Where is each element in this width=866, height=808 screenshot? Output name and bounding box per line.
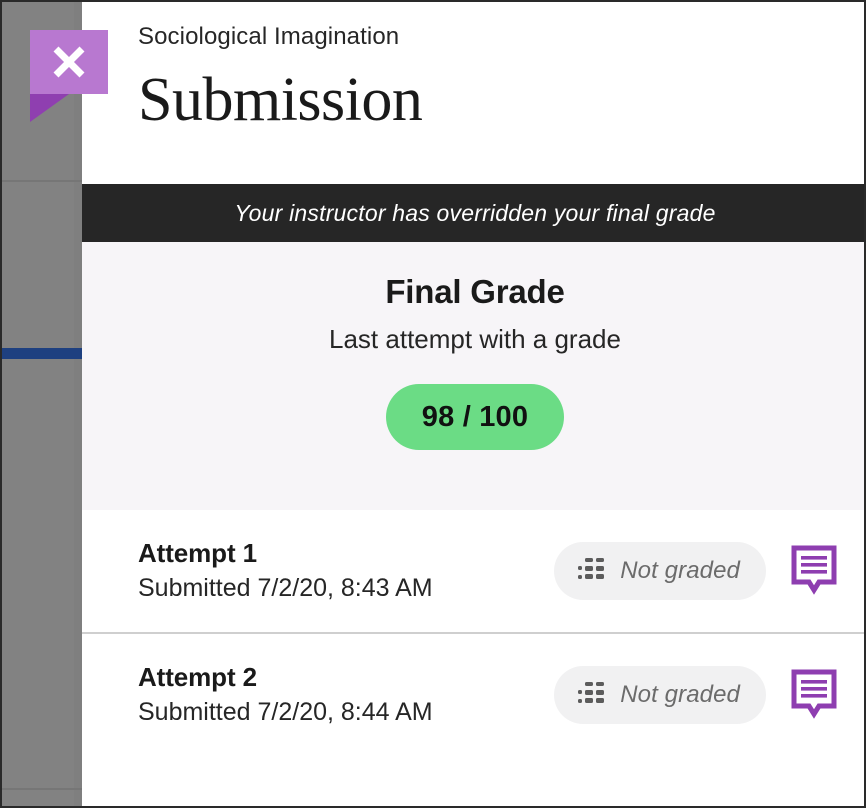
submission-panel: Sociological Imagination Submission Your…: [82, 2, 864, 806]
background-page-surface: [2, 2, 74, 806]
comment-bubble-icon: [791, 669, 837, 722]
attempt-info: Attempt 2 Submitted 7/2/20, 8:44 AM: [138, 660, 554, 730]
final-grade-subtitle: Last attempt with a grade: [329, 324, 621, 354]
rubric-grid-icon: [576, 554, 606, 589]
attempt-comment-button[interactable]: [788, 543, 840, 599]
final-grade-title: Final Grade: [385, 273, 565, 310]
comment-bubble-icon: [791, 545, 837, 598]
grade-override-banner: Your instructor has overridden your fina…: [82, 184, 864, 242]
page-title: Submission: [138, 66, 423, 134]
attempt-status-badge[interactable]: Not graded: [554, 666, 766, 724]
attempt-info: Attempt 1 Submitted 7/2/20, 8:43 AM: [138, 536, 554, 606]
grade-override-message: Your instructor has overridden your fina…: [234, 199, 716, 226]
attempt-submitted-timestamp: Submitted 7/2/20, 8:44 AM: [138, 698, 433, 726]
panel-header: Sociological Imagination Submission: [82, 2, 864, 184]
background-page: [2, 2, 84, 806]
attempt-status-label: Not graded: [620, 681, 740, 708]
background-accent-bar: [2, 348, 84, 359]
rubric-grid-icon: [576, 678, 606, 713]
final-grade-section: Final Grade Last attempt with a grade 98…: [82, 242, 864, 510]
attempt-title: Attempt 2: [138, 662, 257, 692]
close-button[interactable]: [30, 30, 108, 122]
background-divider-bottom: [2, 788, 84, 790]
attempt-status-badge[interactable]: Not graded: [554, 542, 766, 600]
attempts-list: Attempt 1 Submitted 7/2/20, 8:43 AM: [82, 510, 864, 756]
course-name: Sociological Imagination: [138, 23, 400, 50]
attempt-submitted-timestamp: Submitted 7/2/20, 8:43 AM: [138, 574, 433, 602]
attempt-row[interactable]: Attempt 2 Submitted 7/2/20, 8:44 AM: [82, 632, 864, 756]
attempt-status-label: Not graded: [620, 557, 740, 584]
background-divider-top: [2, 180, 84, 182]
attempt-row[interactable]: Attempt 1 Submitted 7/2/20, 8:43 AM: [82, 510, 864, 632]
close-icon: [53, 46, 85, 78]
final-grade-score-pill: 98 / 100: [385, 384, 565, 450]
attempt-title: Attempt 1: [138, 538, 257, 568]
attempt-comment-button[interactable]: [788, 667, 840, 723]
